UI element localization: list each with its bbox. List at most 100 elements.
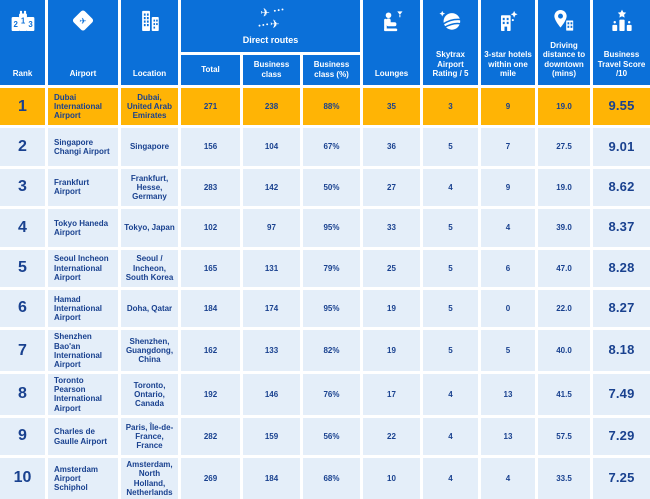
lounges-cell: 22 — [363, 417, 420, 456]
airport-name-cell: Frankfurt Airport — [48, 168, 118, 207]
hotels-cell: 7 — [481, 128, 535, 166]
subcolumn-label-total: Total — [181, 55, 240, 85]
airport-name-cell: Dubai International Airport — [48, 88, 118, 126]
driving-distance-cell: 22.0 — [538, 289, 590, 328]
location-cell: Shenzhen, Guangdong, China — [121, 330, 178, 372]
business-travel-score-cell: 8.18 — [593, 330, 650, 372]
business-travel-score-cell: 8.62 — [593, 168, 650, 207]
table-row: 9 Charles de Gaulle Airport Paris, Île-d… — [0, 417, 650, 456]
lounges-cell: 27 — [363, 168, 420, 207]
table-row: 7 Shenzhen Bao'an International Airport … — [0, 330, 650, 372]
business-class-pct-cell: 79% — [303, 249, 360, 287]
business-class-cell: 97 — [243, 209, 300, 247]
location-cell: Frankfurt, Hesse, Germany — [121, 168, 178, 207]
svg-text:✈: ✈ — [79, 17, 86, 27]
lounges-cell: 25 — [363, 249, 420, 287]
business-class-pct-cell: 95% — [303, 289, 360, 328]
airport-name-cell: Shenzhen Bao'an International Airport — [48, 330, 118, 372]
business-class-pct-cell: 67% — [303, 128, 360, 166]
business-class-cell: 146 — [243, 374, 300, 415]
svg-text:2: 2 — [13, 20, 18, 29]
driving-distance-cell: 19.0 — [538, 168, 590, 207]
business-travel-score-cell: 7.25 — [593, 458, 650, 499]
skytrax-rating-cell: 5 — [423, 209, 478, 247]
column-header-rank: 2 1 3 Rank — [0, 0, 45, 85]
airport-name-cell: Toronto Pearson International Airport — [48, 374, 118, 415]
airport-sign-icon: ✈ — [69, 8, 97, 33]
direct-routes-subheaders: Total Business class Business class (%) — [181, 55, 360, 85]
table-header: 2 1 3 Rank ✈ Airport — [0, 0, 650, 85]
direct-routes-total-cell: 165 — [181, 249, 240, 287]
skytrax-rating-cell: 5 — [423, 289, 478, 328]
column-label-lounges: Lounges — [374, 69, 409, 79]
column-header-skytrax: Skytrax Airport Rating / 5 — [423, 0, 478, 85]
hotels-cell: 4 — [481, 209, 535, 247]
lounges-cell: 19 — [363, 289, 420, 328]
location-cell: Amsterdam, North Holland, Netherlands — [121, 458, 178, 499]
column-label-location: Location — [132, 69, 167, 79]
hotels-cell: 0 — [481, 289, 535, 328]
rank-cell: 9 — [0, 417, 45, 456]
business-class-cell: 184 — [243, 458, 300, 499]
location-cell: Dubai, United Arab Emirates — [121, 88, 178, 126]
column-label-score: Business Travel Score /10 — [597, 50, 646, 79]
skytrax-rating-cell: 5 — [423, 330, 478, 372]
business-class-cell: 159 — [243, 417, 300, 456]
business-class-cell: 238 — [243, 88, 300, 126]
direct-routes-total-cell: 283 — [181, 168, 240, 207]
svg-text:3: 3 — [28, 20, 33, 29]
rank-cell: 4 — [0, 209, 45, 247]
direct-routes-total-cell: 282 — [181, 417, 240, 456]
location-cell: Doha, Qatar — [121, 289, 178, 328]
airport-name-cell: Hamad International Airport — [48, 289, 118, 328]
table-row: 4 Tokyo Haneda Airport Tokyo, Japan 102 … — [0, 209, 650, 247]
driving-distance-cell: 40.0 — [538, 330, 590, 372]
column-label-hotels: 3-star hotels within one mile — [484, 50, 532, 79]
rank-cell: 5 — [0, 249, 45, 287]
column-header-score: Business Travel Score /10 — [593, 0, 650, 85]
location-cell: Toronto, Ontario, Canada — [121, 374, 178, 415]
column-label-airport: Airport — [69, 69, 97, 79]
business-class-pct-cell: 82% — [303, 330, 360, 372]
column-header-driving: Driving distance to downtown (mins) — [538, 0, 590, 85]
skytrax-rating-cell: 4 — [423, 168, 478, 207]
table-row: 6 Hamad International Airport Doha, Qata… — [0, 289, 650, 328]
skytrax-rating-cell: 4 — [423, 417, 478, 456]
business-travel-score-cell: 8.28 — [593, 249, 650, 287]
skytrax-rating-cell: 4 — [423, 458, 478, 499]
business-travel-score-cell: 8.37 — [593, 209, 650, 247]
business-class-cell: 131 — [243, 249, 300, 287]
table-row: 2 Singapore Changi Airport Singapore 156… — [0, 128, 650, 166]
hotels-cell: 13 — [481, 374, 535, 415]
rank-cell: 1 — [0, 88, 45, 126]
rank-cell: 7 — [0, 330, 45, 372]
hotels-cell: 9 — [481, 88, 535, 126]
business-class-pct-cell: 95% — [303, 209, 360, 247]
location-cell: Seoul / Incheon, South Korea — [121, 249, 178, 287]
rank-cell: 3 — [0, 168, 45, 207]
business-travel-score-cell: 9.01 — [593, 128, 650, 166]
table-body: 1 Dubai International Airport Dubai, Uni… — [0, 88, 650, 499]
driving-distance-cell: 39.0 — [538, 209, 590, 247]
driving-distance-cell: 57.5 — [538, 417, 590, 456]
airport-name-cell: Tokyo Haneda Airport — [48, 209, 118, 247]
business-travel-score-cell: 8.27 — [593, 289, 650, 328]
location-cell: Tokyo, Japan — [121, 209, 178, 247]
skytrax-rating-cell: 4 — [423, 374, 478, 415]
hotel-sparkle-icon — [494, 8, 522, 33]
direct-routes-total-cell: 156 — [181, 128, 240, 166]
column-label-skytrax: Skytrax Airport Rating / 5 — [432, 50, 469, 79]
podium-rank-icon: 2 1 3 — [9, 8, 37, 33]
hotels-cell: 9 — [481, 168, 535, 207]
business-travel-score-cell: 7.49 — [593, 374, 650, 415]
map-pin-building-icon — [550, 8, 578, 33]
subcolumn-label-business-class: Business class — [243, 55, 300, 85]
column-group-direct-routes: ✈ ✈ Direct routes Total Business class B… — [181, 0, 360, 85]
direct-routes-group-header: ✈ ✈ Direct routes — [181, 0, 360, 52]
direct-routes-group-label: Direct routes — [242, 35, 299, 46]
skytrax-rating-cell: 3 — [423, 88, 478, 126]
planet-globe-icon — [437, 8, 465, 33]
business-class-cell: 142 — [243, 168, 300, 207]
lounges-cell: 36 — [363, 128, 420, 166]
